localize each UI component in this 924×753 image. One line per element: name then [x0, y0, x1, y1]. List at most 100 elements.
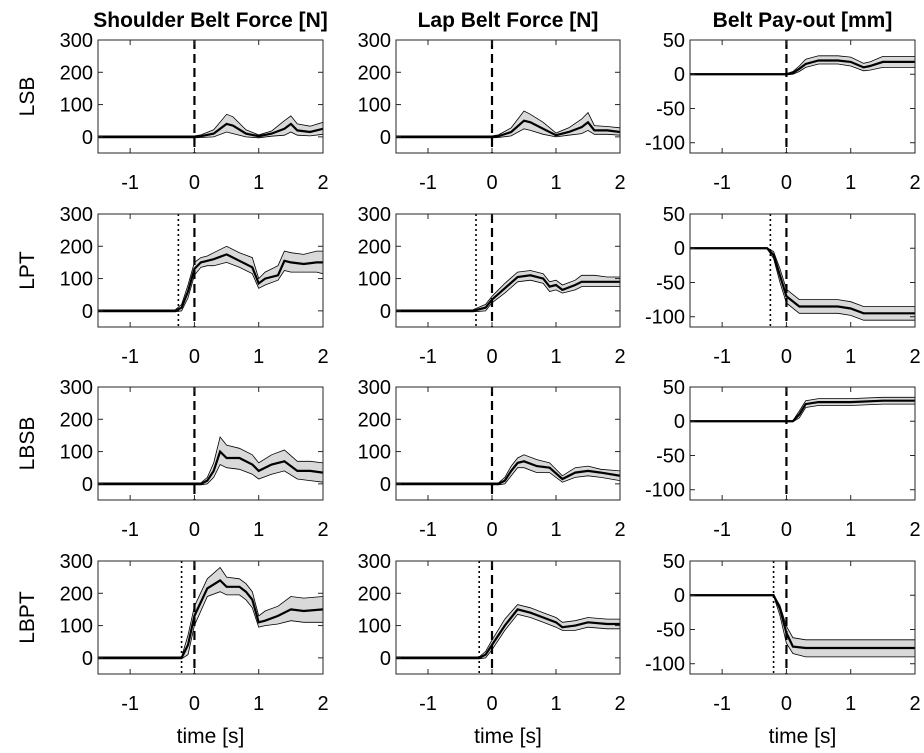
panel-lpt-2: -1 0 1 2 50 0 -50 -100: [645, 204, 921, 368]
range-band: [396, 604, 620, 659]
mean-line: [98, 253, 323, 312]
y-tick-label: 200: [60, 62, 93, 84]
panel-lbpt-2: -1 0 1 2 50 0 -50 -100 time [s]: [645, 551, 921, 748]
band-lower-edge: [98, 261, 323, 313]
y-tick-label: 300: [358, 204, 391, 226]
panel-lbpt-0: -1 0 1 2 0 100 200 300 time [s]: [60, 551, 329, 748]
panel-lbsb-0: -1 0 1 2 0 100 200 300: [60, 377, 329, 541]
x-tick-label: 2: [614, 693, 625, 715]
plot-area: [690, 387, 915, 500]
axes-frame: [395, 560, 621, 675]
row-label: LBSB: [16, 417, 39, 471]
x-tick-label: 1: [845, 346, 856, 368]
mean-line: [690, 399, 915, 423]
y-tick-label: 0: [674, 411, 685, 433]
mean-line: [396, 119, 620, 138]
x-tick-label: 1: [253, 346, 264, 368]
band-upper-edge: [690, 247, 915, 307]
mean-line: [690, 59, 915, 76]
x-tick-label: -1: [121, 693, 139, 715]
y-tick-label: 0: [380, 648, 391, 670]
panel-lsb-2: -1 0 1 2 50 0 -50 -100: [645, 30, 921, 194]
axes-frame: [689, 213, 916, 328]
y-tick-label: 100: [60, 95, 93, 117]
range-band: [690, 594, 915, 657]
y-tick-label: 0: [380, 474, 391, 496]
range-band: [396, 111, 620, 138]
y-tick-label: 100: [358, 269, 391, 291]
mean-line: [98, 122, 323, 138]
panel-lpt-1: -1 0 1 2 0 100 200 300: [358, 204, 626, 368]
x-tick-label: 2: [909, 693, 920, 715]
mean-line: [396, 460, 620, 485]
x-tick-label: -1: [713, 346, 731, 368]
x-tick-label: 1: [550, 346, 561, 368]
x-axis-label: time [s]: [474, 725, 542, 748]
plot-area: [98, 387, 323, 500]
axes-frame: [395, 386, 621, 501]
x-tick-label: 0: [486, 172, 497, 194]
x-tick-label: -1: [713, 693, 731, 715]
y-tick-label: 100: [358, 442, 391, 464]
y-tick-label: 0: [674, 238, 685, 260]
x-tick-label: -1: [419, 346, 437, 368]
plot-area: [98, 561, 323, 674]
y-tick-label: 200: [358, 62, 391, 84]
panel-lbsb-1: -1 0 1 2 0 100 200 300: [358, 377, 626, 541]
y-tick-label: 100: [60, 269, 93, 291]
plot-area: [98, 40, 323, 153]
mean-line: [690, 594, 915, 650]
y-tick-label: 300: [358, 551, 391, 573]
panel-lpt-0: -1 0 1 2 0 100 200 300: [60, 204, 329, 368]
range-band: [98, 246, 323, 312]
y-tick-label: -50: [656, 619, 685, 641]
x-tick-label: 0: [189, 519, 200, 541]
y-tick-label: 50: [663, 551, 685, 573]
y-tick-label: 0: [82, 127, 93, 149]
x-tick-label: -1: [713, 172, 731, 194]
y-tick-label: 100: [358, 95, 391, 117]
x-tick-label: 2: [614, 519, 625, 541]
band-lower-edge: [690, 63, 915, 76]
mean-line: [98, 579, 323, 659]
y-tick-label: 200: [358, 409, 391, 431]
x-tick-label: 2: [317, 519, 328, 541]
mean-line: [396, 274, 620, 312]
band-lower-edge: [690, 248, 915, 321]
x-tick-label: 0: [781, 346, 792, 368]
plot-area: [396, 214, 620, 327]
axes-frame: [97, 386, 324, 501]
band-lower-edge: [98, 591, 323, 660]
x-tick-label: -1: [713, 519, 731, 541]
y-tick-label: 100: [358, 616, 391, 638]
y-tick-label: -100: [645, 133, 685, 155]
band-upper-edge: [98, 566, 323, 658]
x-tick-label: 0: [486, 693, 497, 715]
range-band: [690, 247, 915, 321]
y-tick-label: 0: [380, 301, 391, 323]
mean-line: [396, 608, 620, 659]
y-tick-label: 200: [60, 583, 93, 605]
y-tick-label: 50: [663, 30, 685, 52]
band-lower-edge: [396, 279, 620, 313]
column-title: Lap Belt Force [N]: [418, 9, 599, 32]
x-tick-label: 2: [317, 693, 328, 715]
y-tick-label: 200: [358, 583, 391, 605]
x-tick-label: 2: [909, 346, 920, 368]
band-lower-edge: [98, 131, 323, 139]
band-upper-edge: [98, 113, 323, 137]
row-label: LSB: [16, 77, 39, 117]
y-tick-label: -100: [645, 654, 685, 676]
x-axis-label: time [s]: [769, 725, 837, 748]
x-tick-label: 2: [909, 519, 920, 541]
y-tick-label: -50: [656, 272, 685, 294]
range-band: [98, 567, 323, 659]
band-lower-edge: [396, 467, 620, 486]
y-tick-label: 100: [60, 616, 93, 638]
y-tick-label: 50: [663, 204, 685, 226]
axes-frame: [97, 560, 324, 675]
x-tick-label: 0: [189, 172, 200, 194]
column-title: Shoulder Belt Force [N]: [93, 9, 328, 32]
x-tick-label: 2: [317, 346, 328, 368]
